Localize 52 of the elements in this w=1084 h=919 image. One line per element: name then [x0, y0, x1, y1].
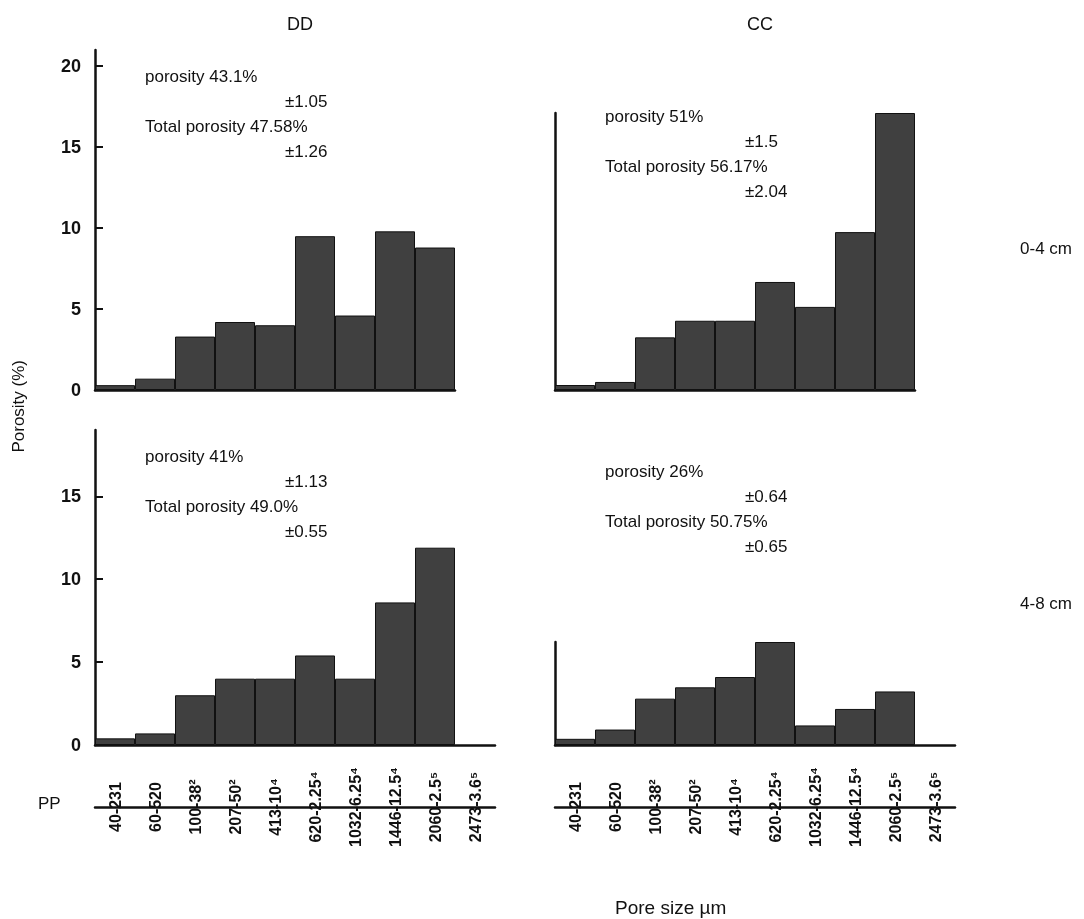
- annotation: porosity 41%: [145, 446, 244, 466]
- y-tick-label: 0: [70, 735, 81, 755]
- y-tick-label: 0: [70, 380, 81, 400]
- x-tick-label: 40-231: [106, 781, 124, 832]
- x-tick-label: 207-50²: [686, 779, 704, 835]
- x-tick-label: 2060-2.5⁵: [886, 771, 904, 843]
- x-tick-label: 2473-3.6⁵: [926, 771, 944, 843]
- annotation: Total porosity 56.17%: [605, 157, 768, 176]
- y-tick-label: 5: [70, 652, 81, 673]
- annotation: ±1.26: [285, 142, 328, 162]
- y-tick-label: 15: [60, 137, 81, 158]
- x-tick-label: 207-50²: [226, 779, 244, 835]
- annotation: ±1.05: [285, 92, 328, 112]
- x-tick-label: 100-38²: [646, 779, 664, 835]
- annotation: ±1.13: [285, 471, 328, 491]
- annotation: Total porosity 49.0%: [145, 496, 299, 516]
- y-tick-label: 5: [70, 299, 81, 320]
- annotation: porosity 43.1%: [145, 67, 258, 87]
- text: ±0.65: [745, 537, 788, 556]
- chart-title: DD: [287, 14, 313, 34]
- x-tick-label: 1446-12.5⁴: [386, 766, 404, 847]
- x-tick-label: 620-2.25⁴: [766, 771, 784, 843]
- x-axis-title: Pore size µm: [615, 897, 727, 918]
- x-tick-label: 100-38²: [186, 779, 204, 835]
- x-tick-label: 2473-3.6⁵: [466, 771, 484, 843]
- annotation: ±2.04: [745, 182, 788, 201]
- annotation: porosity 51%: [605, 107, 704, 126]
- x-tick-label: 413-10⁴: [726, 778, 744, 836]
- x-tick-label: 40-231: [566, 781, 584, 832]
- text: 0-4 cm: [1020, 239, 1073, 258]
- x-tick-label: 1032-6.25⁴: [806, 766, 824, 847]
- annotation: ±0.55: [285, 521, 328, 541]
- y-tick-label: 15: [60, 486, 81, 507]
- x-tick-label: 60-520: [146, 781, 164, 832]
- chart-title: CC: [747, 14, 773, 34]
- y-tick-label: 20: [60, 56, 81, 77]
- annotation: Total porosity 47.58%: [145, 117, 308, 137]
- text: porosity 26%: [605, 462, 704, 481]
- x-tick-label: 1032-6.25⁴: [346, 766, 364, 847]
- y-axis-title: Porosity (%): [9, 359, 28, 453]
- x-tick-label: 2060-2.5⁵: [426, 771, 444, 843]
- x-tick-label: 620-2.25⁴: [306, 771, 324, 843]
- x-tick-label: 1446-12.5⁴: [846, 766, 864, 847]
- y-tick-label: 10: [60, 569, 81, 590]
- x-tick-label: 413-10⁴: [266, 778, 284, 836]
- text: 4-8 cm: [1020, 594, 1073, 613]
- y-tick-label: 10: [60, 218, 81, 239]
- text: PP: [38, 794, 61, 813]
- text: Total porosity 50.75%: [605, 512, 768, 531]
- x-tick-label: 60-520: [606, 781, 624, 832]
- text: ±0.64: [745, 487, 788, 506]
- annotation: ±1.5: [745, 132, 778, 151]
